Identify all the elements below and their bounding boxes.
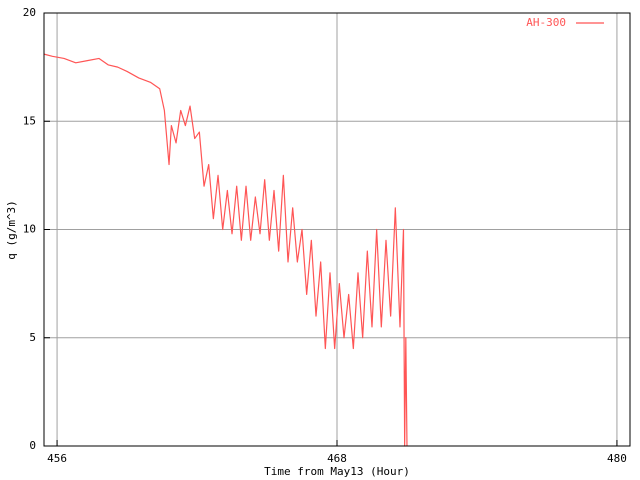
x-tick-label: 456 [47, 452, 67, 465]
x-axis-label: Time from May13 (Hour) [264, 465, 410, 478]
y-tick-label: 0 [29, 439, 36, 452]
legend-label: AH-300 [526, 16, 566, 29]
x-tick-label: 480 [607, 452, 627, 465]
y-tick-label: 15 [23, 114, 36, 127]
y-axis-label: q (g/m^3) [5, 200, 18, 260]
y-tick-label: 5 [29, 331, 36, 344]
y-tick-label: 10 [23, 223, 36, 236]
plot-frame [43, 12, 631, 447]
x-tick-label: 468 [327, 452, 347, 465]
data-line [43, 53, 408, 447]
y-tick-label: 20 [23, 6, 36, 19]
